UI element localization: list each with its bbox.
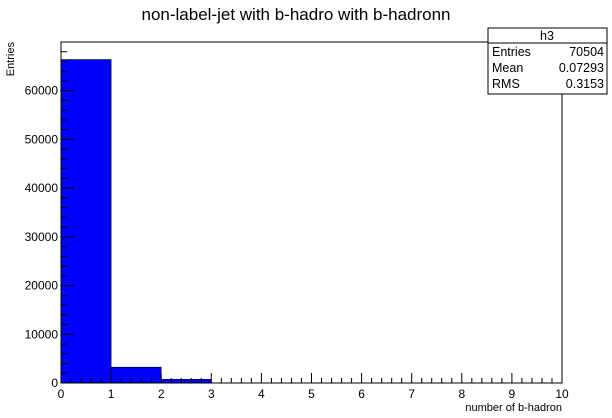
x-tick-label-3: 3 <box>208 387 215 401</box>
stats-value-rms: 0.3153 <box>566 77 604 91</box>
stats-label-rms: RMS <box>492 77 520 91</box>
y-axis: 0 10000 20000 30000 40000 50000 60000 <box>25 41 74 390</box>
x-axis-label: number of b-hadron <box>465 402 562 414</box>
x-tick-label-2: 2 <box>158 387 165 401</box>
x-tick-label-7: 7 <box>408 387 415 401</box>
stats-box: h3 Entries 70504 Mean 0.07293 RMS 0.3153 <box>487 27 608 95</box>
stats-value-mean: 0.07293 <box>559 61 604 75</box>
stats-value-entries: 70504 <box>569 45 604 59</box>
x-tick-label-9: 9 <box>509 387 516 401</box>
x-axis: 0 1 2 3 4 5 6 7 8 9 10 <box>58 373 569 401</box>
stats-label-entries: Entries <box>492 45 531 59</box>
x-tick-label-10: 10 <box>555 387 569 401</box>
x-tick-label-1: 1 <box>108 387 115 401</box>
y-tick-label-30000: 30000 <box>25 230 59 244</box>
histogram-bar-0 <box>60 59 112 384</box>
stats-box-title: h3 <box>540 29 554 43</box>
histogram-bar-2 <box>160 379 212 384</box>
x-tick-label-8: 8 <box>458 387 465 401</box>
y-axis-label: Entries <box>5 42 17 77</box>
y-tick-label-40000: 40000 <box>25 181 59 195</box>
x-tick-label-6: 6 <box>358 387 365 401</box>
histogram-bars <box>60 59 212 384</box>
y-tick-label-20000: 20000 <box>25 279 59 293</box>
y-tick-label-60000: 60000 <box>25 84 59 98</box>
y-tick-label-0: 0 <box>51 376 58 390</box>
chart-title: non-label-jet with b-hadro with b-hadron… <box>141 5 450 24</box>
stats-box-frame <box>487 27 608 95</box>
x-tick-label-0: 0 <box>58 387 65 401</box>
stats-label-mean: Mean <box>492 61 523 75</box>
x-tick-label-4: 4 <box>258 387 265 401</box>
y-tick-label-10000: 10000 <box>25 327 59 341</box>
y-tick-label-50000: 50000 <box>25 132 59 146</box>
x-tick-label-5: 5 <box>308 387 315 401</box>
histogram-bar-1 <box>110 366 162 384</box>
